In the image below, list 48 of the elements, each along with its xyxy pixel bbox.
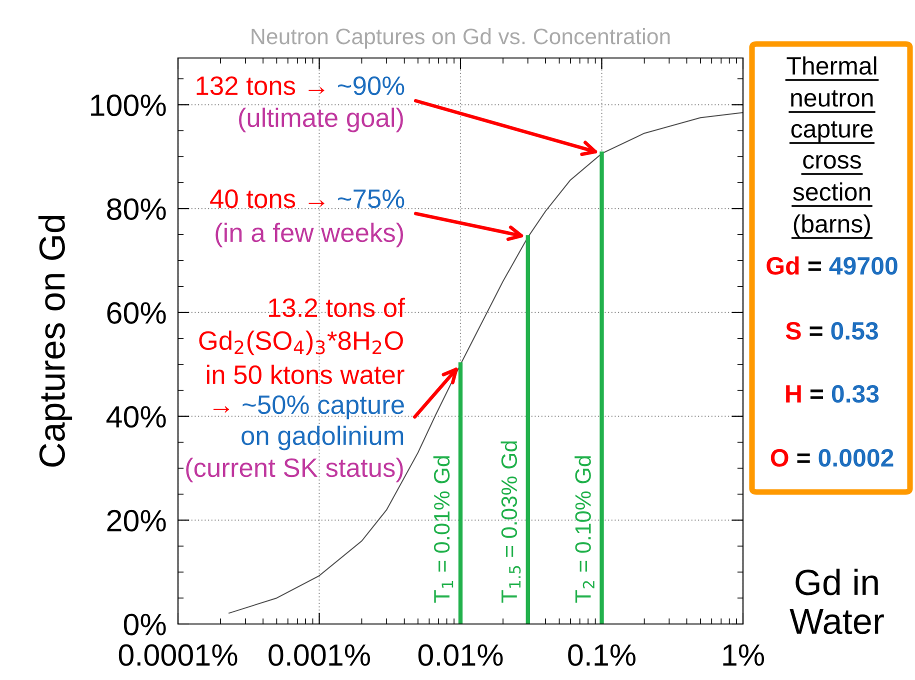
text: section <box>793 182 870 201</box>
annotation: (in a few weeks) <box>216 222 404 248</box>
annotation: 132 tons → <box>196 76 324 96</box>
annotation: 13.2 tons of <box>269 298 405 318</box>
text: S <box>786 322 801 340</box>
annotation: (current SK status) <box>186 458 403 482</box>
y-tick-label: 60% <box>107 302 166 324</box>
text: cross <box>803 155 861 169</box>
text: Gd <box>766 256 799 275</box>
y-tick-label: 80% <box>107 198 166 220</box>
text: Gd$_{2}$(SO$_{4}$)$_{3}$*8H$_{2}$O <box>199 330 403 356</box>
annotation: (ultimate goal) <box>239 108 403 132</box>
text: 49700 <box>829 257 898 275</box>
y-tick-label: 20% <box>107 510 166 532</box>
ref-line-label: T$_{1.5}$ = 0.03% Gd <box>500 441 521 603</box>
x-tick-label: 0.1% <box>568 644 636 666</box>
text: 0.53 <box>831 322 878 340</box>
text: 0.0002 <box>818 449 894 467</box>
y-axis-title: Captures on Gd <box>38 216 72 467</box>
annotation: → <box>214 406 230 413</box>
annotation: ~50% capture <box>242 395 404 420</box>
annotation: ~75% <box>338 190 404 208</box>
ref-line-label: T$_{1}$ = 0.01% Gd <box>433 456 454 603</box>
text: 0.33 <box>832 385 879 403</box>
x-tick-label: 0.0001% <box>118 644 238 666</box>
text: neutron <box>791 90 873 107</box>
text: capture <box>791 121 873 143</box>
text: = <box>808 261 821 271</box>
annotation: 40 tons → <box>210 189 324 208</box>
y-tick-label: 0% <box>124 614 166 636</box>
x-axis-title: Gd in Water <box>790 568 884 634</box>
text: Thermal <box>786 56 876 75</box>
text: = <box>797 453 810 463</box>
annotation: in 50 ktons water <box>207 364 404 384</box>
y-tick-label: 100% <box>91 94 166 116</box>
x-tick-label: 0.001% <box>268 644 370 666</box>
x-tick-label: 1% <box>723 644 764 666</box>
annotation: ~90% <box>338 76 404 96</box>
chart-title: Neutron Captures on Gd vs. Concentration <box>252 28 670 49</box>
y-tick-label: 40% <box>106 406 166 428</box>
text: H <box>786 385 801 402</box>
text: = <box>810 389 824 399</box>
x-tick-label: 0.01% <box>418 644 503 666</box>
annotation: on gadolinium <box>242 426 404 450</box>
text: (barns) <box>794 214 870 238</box>
text: O <box>770 449 788 467</box>
text: = <box>810 326 822 336</box>
ref-line-label: T$_{2}$ = 0.10% Gd <box>574 456 594 603</box>
